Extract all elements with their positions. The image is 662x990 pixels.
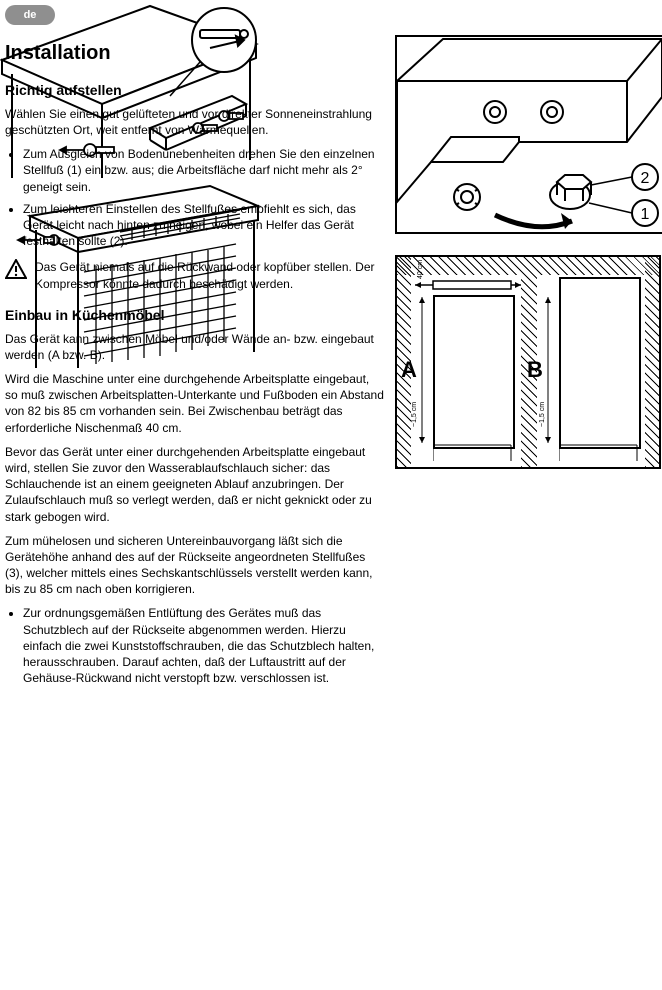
bullets-integrating: Zur ordnungsgemäßen Entlüftung des Gerät… bbox=[5, 605, 385, 686]
para-integrating-1: Das Gerät kann zwischen Möbel und/oder W… bbox=[5, 331, 385, 363]
page-title: Installation bbox=[5, 40, 385, 67]
bullet-vent-panel: Zur ordnungsgemäßen Entlüftung des Gerät… bbox=[23, 605, 385, 686]
heading-integrating: Einbau in Küchenmöbel bbox=[5, 306, 385, 325]
heading-positioning: Richtig aufstellen bbox=[5, 81, 385, 100]
badge-text: de bbox=[24, 9, 37, 21]
plan-label-a: A bbox=[401, 357, 417, 383]
para-integrating-2: Wird die Maschine unter eine durchgehend… bbox=[5, 371, 385, 436]
warning-text: Das Gerät niemals auf die Rückwand oder … bbox=[35, 259, 385, 291]
warning-row: Das Gerät niemals auf die Rückwand oder … bbox=[5, 259, 385, 291]
plan-a-side-value: ~1,5 cm bbox=[411, 402, 418, 427]
para-positioning: Wählen Sie einen gut gelüfteten und vor … bbox=[5, 106, 385, 138]
svg-text:1: 1 bbox=[641, 206, 650, 223]
plan-b-door bbox=[559, 443, 639, 463]
bullet-adjust-foot: Zum Ausgleich von Bodenunebenheiten dreh… bbox=[23, 146, 385, 195]
plan-b-side-value: ~1,5 cm bbox=[539, 402, 546, 427]
text-column: Installation Richtig aufstellen Wählen S… bbox=[5, 40, 385, 694]
page-language-badge: de bbox=[5, 5, 55, 25]
figure-built-in-plan: 40 cm ~1,5 cm ~1,5 cm A B bbox=[395, 255, 661, 469]
figure-leveling-foot: 2 1 bbox=[395, 35, 662, 234]
svg-text:2: 2 bbox=[641, 170, 650, 187]
plan-label-b: B bbox=[527, 357, 543, 383]
bullet-tilt-helper: Zum leichteren Einstellen des Stellfußes… bbox=[23, 201, 385, 250]
bullets-positioning: Zum Ausgleich von Bodenunebenheiten dreh… bbox=[5, 146, 385, 249]
plan-a-door bbox=[433, 443, 513, 463]
figure-leveling-svg: 2 1 bbox=[397, 37, 662, 232]
plan-a-top-dim bbox=[411, 275, 523, 297]
plan-a-top-value: 40 cm bbox=[417, 260, 424, 279]
para-integrating-3: Bevor das Gerät unter einer durchgehende… bbox=[5, 444, 385, 525]
warning-icon bbox=[5, 259, 27, 279]
plan-a-unit bbox=[433, 295, 515, 449]
para-integrating-4: Zum mühelosen und sicheren Untereinbauvo… bbox=[5, 533, 385, 598]
plan-b-unit bbox=[559, 277, 641, 449]
